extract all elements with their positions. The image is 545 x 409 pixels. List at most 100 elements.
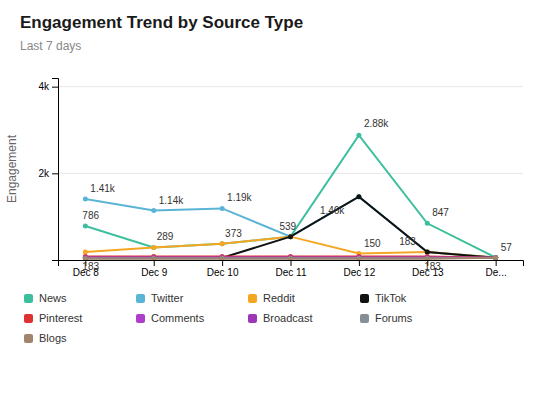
annotation: 57 (501, 242, 513, 253)
annotation: 847 (432, 207, 449, 218)
legend-item: News (24, 292, 67, 304)
point (151, 208, 156, 213)
x-tick: Dec 8 (73, 260, 100, 278)
point (220, 206, 225, 211)
legend-swatch (24, 314, 33, 323)
point (493, 255, 498, 260)
legend-item: Broadcast (248, 312, 313, 324)
legend-label: Blogs (39, 332, 67, 344)
point (493, 255, 498, 260)
subtitle: Last 7 days (20, 39, 81, 53)
x-tick-label: Dec 11 (276, 267, 307, 278)
series-group (83, 133, 498, 260)
x-tick-mark (359, 260, 360, 266)
point (220, 256, 225, 260)
series (83, 254, 498, 260)
x-tick-label: Dec 12 (344, 267, 376, 278)
grid-line (58, 86, 523, 87)
point (151, 245, 156, 250)
y-tick-mark (52, 173, 58, 174)
point (151, 255, 156, 260)
annotation: 1.14k (159, 195, 184, 206)
annotation: 373 (225, 228, 242, 239)
point (151, 256, 156, 260)
point (356, 133, 361, 138)
point (83, 256, 88, 260)
x-tick-mark (154, 260, 155, 266)
point (493, 255, 498, 260)
point (83, 223, 88, 228)
point (83, 196, 88, 201)
series (83, 234, 498, 260)
x-tick-mark (222, 260, 223, 266)
series (83, 255, 498, 260)
legend-swatch (360, 294, 369, 303)
point (151, 256, 156, 260)
line (85, 197, 495, 258)
series (83, 255, 498, 260)
point (425, 255, 430, 260)
annotation: 2.88k (364, 118, 389, 129)
point (220, 241, 225, 246)
annotation: 289 (157, 231, 174, 242)
point (356, 194, 361, 199)
legend-label: TikTok (375, 292, 407, 304)
point (493, 255, 498, 260)
annotation: 183 (424, 261, 441, 272)
point (493, 255, 498, 260)
annotation: 183 (82, 261, 99, 272)
grid-line (58, 173, 523, 174)
point (288, 234, 293, 239)
point (288, 256, 293, 260)
legend-item: Forums (360, 312, 413, 324)
legend: News Twitter Reddit TikTok Pinterest Comments… (24, 292, 413, 344)
point (493, 255, 498, 260)
point (493, 255, 498, 260)
point (83, 255, 88, 260)
point (220, 256, 225, 260)
point (288, 255, 293, 260)
point (151, 255, 156, 260)
x-tick: Dec 10 (207, 260, 239, 278)
x-tick: Dec 9 (141, 260, 168, 278)
x-tick: De... (486, 260, 507, 278)
line (85, 135, 495, 257)
series (83, 194, 498, 260)
legend-label: Broadcast (263, 312, 313, 324)
point (220, 255, 225, 260)
legend-label: Pinterest (39, 312, 82, 324)
legend-item: TikTok (360, 292, 407, 304)
legend-swatch (24, 334, 33, 343)
point (425, 250, 430, 255)
x-tick-mark (291, 260, 292, 266)
point (425, 256, 430, 260)
legend-swatch (248, 294, 257, 303)
annotation: 539 (280, 221, 297, 232)
legend-label: Twitter (151, 292, 184, 304)
line (85, 197, 495, 258)
point (220, 255, 225, 260)
chart: Engagement Trend by Source Type Last 7 da… (0, 0, 545, 409)
point (425, 250, 430, 255)
legend-swatch (24, 294, 33, 303)
point (425, 221, 430, 226)
series (83, 255, 498, 260)
point (83, 256, 88, 260)
point (288, 234, 293, 239)
x-tick-label: De... (486, 267, 507, 278)
legend-item: Reddit (248, 292, 295, 304)
point (425, 250, 430, 255)
point (288, 234, 293, 239)
x-axis-line (59, 261, 524, 267)
point (83, 250, 88, 255)
annotation: 1.41k (90, 183, 115, 194)
legend-swatch (360, 314, 369, 323)
legend-label: Forums (375, 312, 413, 324)
point (151, 245, 156, 250)
y-tick-mark (52, 87, 58, 88)
legend-swatch (248, 314, 257, 323)
annotation: 150 (364, 238, 381, 249)
title: Engagement Trend by Source Type (20, 13, 303, 32)
legend-item: Comments (136, 312, 205, 324)
point (356, 256, 361, 260)
